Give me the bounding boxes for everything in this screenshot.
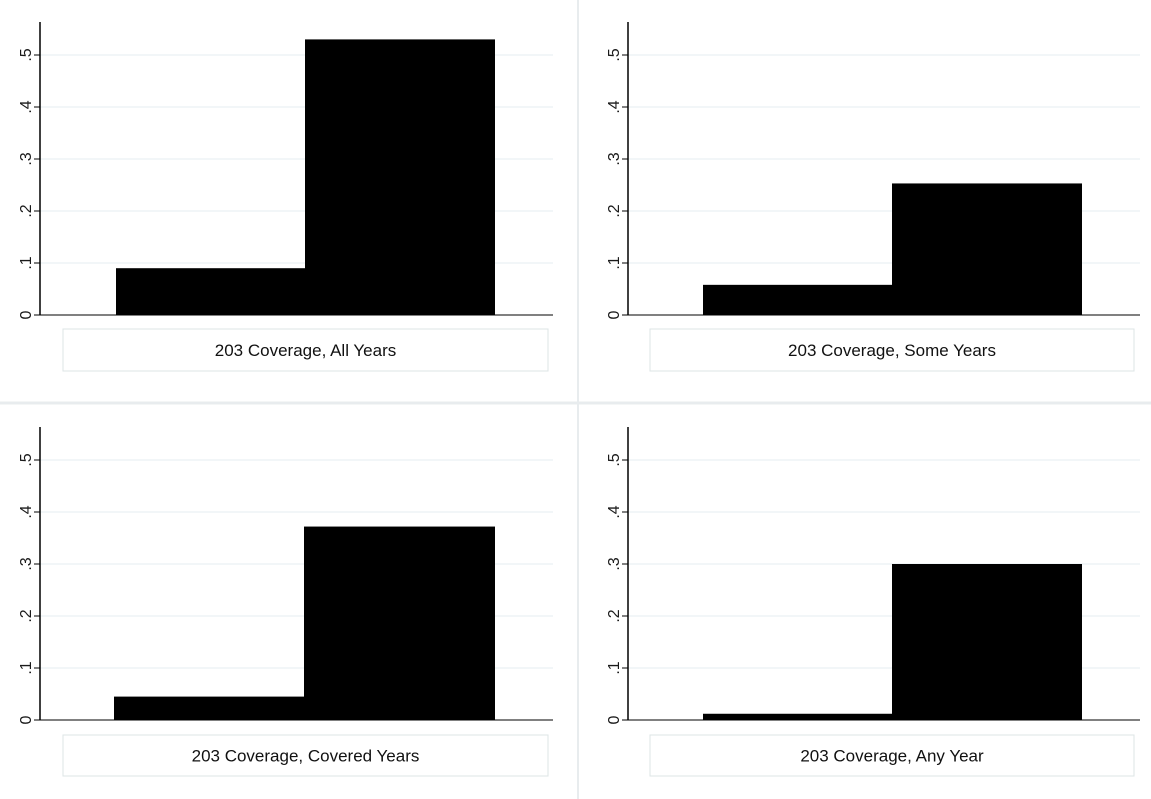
y-tick-label: 0 <box>18 310 35 319</box>
y-tick-label: .5 <box>18 453 35 466</box>
chart-panel: 0 .1 .2 .3 .4 .5 203 Coverage, Some Years <box>606 22 1140 372</box>
y-tick-label: .1 <box>606 661 623 674</box>
y-tick-label: .5 <box>606 48 623 61</box>
caption-box <box>62 328 549 372</box>
y-tick-label: .2 <box>606 204 623 217</box>
y-tick-label: .4 <box>606 100 623 113</box>
y-tick-label: .5 <box>606 453 623 466</box>
y-tick-label: .2 <box>18 204 35 217</box>
y-tick-label: .4 <box>18 505 35 518</box>
panel-caption: 203 Coverage, All Years <box>215 341 396 360</box>
y-tick-label: .4 <box>18 100 35 113</box>
y-tick-label: .3 <box>606 557 623 570</box>
panel-caption: 203 Coverage, Any Year <box>800 747 984 766</box>
y-tick-label: .3 <box>18 557 35 570</box>
y-tick-label: .1 <box>606 256 623 269</box>
y-tick-label: .4 <box>606 505 623 518</box>
bar <box>892 564 1082 720</box>
caption-box <box>649 328 1135 372</box>
bar <box>114 696 304 720</box>
y-tick-label: .2 <box>18 609 35 622</box>
chart-panel: 0 .1 .2 .3 .4 .5 203 Coverage, Any Year <box>606 427 1140 777</box>
chart-panel: 0 .1 .2 .3 .4 .5 203 Coverage, All Years <box>18 22 553 372</box>
caption-box <box>62 734 549 777</box>
y-tick-label: .3 <box>18 152 35 165</box>
y-tick-label: .1 <box>18 661 35 674</box>
bar <box>703 713 892 720</box>
y-tick-label: .5 <box>18 48 35 61</box>
panel-caption: 203 Coverage, Covered Years <box>192 747 420 766</box>
y-tick-label: 0 <box>18 715 35 724</box>
bar <box>116 268 305 315</box>
y-tick-label: 0 <box>606 715 623 724</box>
y-tick-label: .3 <box>606 152 623 165</box>
y-tick-label: .2 <box>606 609 623 622</box>
bar <box>304 526 495 720</box>
bar <box>305 39 495 316</box>
caption-box <box>649 734 1135 777</box>
y-tick-label: .1 <box>18 256 35 269</box>
y-tick-label: 0 <box>606 310 623 319</box>
bar <box>703 284 892 315</box>
bar <box>892 183 1082 315</box>
chart-panel: 0 .1 .2 .3 .4 .5 203 Coverage, Covered Years <box>18 427 553 777</box>
panel-caption: 203 Coverage, Some Years <box>788 341 996 360</box>
